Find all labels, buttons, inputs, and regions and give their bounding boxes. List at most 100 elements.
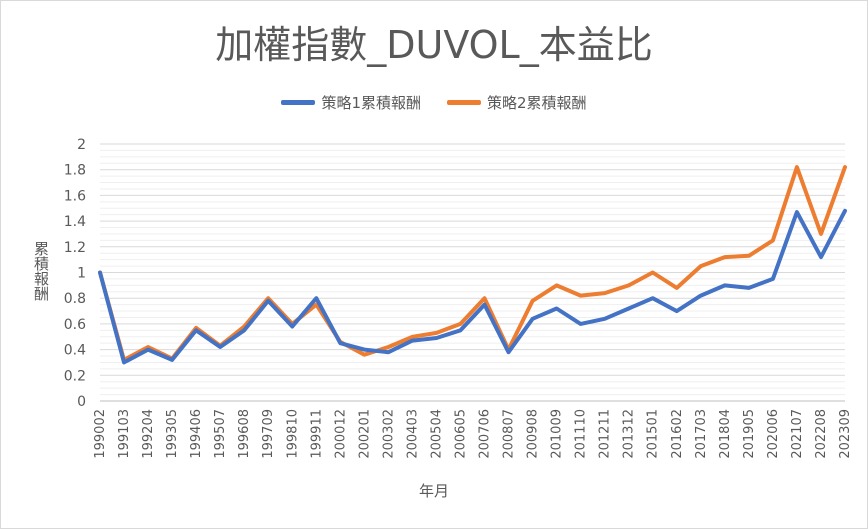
x-tick-label: 199103 bbox=[117, 409, 132, 459]
x-tick-label: 199911 bbox=[309, 409, 324, 459]
x-tick-label: 201804 bbox=[718, 409, 733, 459]
x-tick-label: 199608 bbox=[237, 409, 252, 459]
series-2-point bbox=[771, 238, 775, 242]
x-tick-label: 200201 bbox=[357, 409, 372, 459]
x-tick-label: 200605 bbox=[453, 409, 468, 459]
series-1-point bbox=[386, 350, 390, 354]
series-1-point bbox=[290, 324, 294, 328]
series-1-point bbox=[242, 328, 246, 332]
x-axis-label: 年月 bbox=[418, 482, 449, 500]
y-tick-label: 0.8 bbox=[64, 291, 86, 307]
chart-title: 加權指數_DUVOL_本益比 bbox=[215, 23, 653, 67]
x-tick-label: 199204 bbox=[141, 409, 156, 459]
series-1-point bbox=[314, 296, 318, 300]
y-tick-label: 0.4 bbox=[64, 343, 86, 359]
series-1-point bbox=[579, 322, 583, 326]
series-2-point bbox=[795, 165, 799, 169]
series-1-point bbox=[410, 339, 414, 343]
series-1-point bbox=[458, 328, 462, 332]
x-tick-label: 202208 bbox=[814, 409, 829, 459]
series-1-point bbox=[651, 296, 655, 300]
y-tick-label: 0.2 bbox=[64, 368, 86, 384]
series-line-1 bbox=[98, 208, 847, 365]
x-tick-label: 200908 bbox=[526, 409, 541, 459]
series-2-point bbox=[314, 303, 318, 307]
series-1-point bbox=[170, 358, 174, 362]
x-tick-label: 201110 bbox=[574, 409, 589, 459]
series-2-point bbox=[699, 264, 703, 268]
x-tick-label: 201703 bbox=[694, 409, 709, 459]
x-tick-label: 202107 bbox=[790, 409, 805, 459]
series-2-point bbox=[434, 331, 438, 335]
series-1-point bbox=[483, 303, 487, 307]
y-tick-label: 1.6 bbox=[64, 188, 86, 204]
x-tick-label: 201602 bbox=[670, 409, 685, 459]
x-tick-label: 200504 bbox=[429, 409, 444, 459]
series-1-point bbox=[603, 317, 607, 321]
x-tick-label: 200706 bbox=[478, 409, 493, 459]
y-tick-label: 2 bbox=[77, 137, 86, 153]
x-tick-label: 199406 bbox=[189, 409, 204, 459]
series-1-point bbox=[723, 283, 727, 287]
x-tick-label: 202309 bbox=[838, 409, 853, 459]
series-2-point bbox=[483, 296, 487, 300]
series-2-point bbox=[819, 232, 823, 236]
series-2-point bbox=[675, 286, 679, 290]
legend-item-series-2: 策略2累積報酬 bbox=[447, 92, 587, 113]
series-2-point bbox=[723, 255, 727, 259]
series-line-2 bbox=[98, 165, 847, 362]
series-1-point bbox=[819, 255, 823, 259]
y-tick-label: 1.8 bbox=[64, 163, 86, 179]
series-1-point bbox=[795, 210, 799, 214]
y-tick-label: 0 bbox=[77, 394, 86, 410]
series-2-point bbox=[747, 254, 751, 258]
series-2-point bbox=[651, 271, 655, 274]
x-tick-label: 199810 bbox=[285, 409, 300, 459]
y-tick-label: 1.2 bbox=[64, 240, 86, 256]
series-1-point bbox=[555, 306, 559, 310]
x-tick-label: 201211 bbox=[598, 409, 613, 459]
series-1-point bbox=[362, 348, 366, 352]
y-tick-label: 1.4 bbox=[64, 214, 86, 230]
x-tick-label: 201009 bbox=[550, 409, 565, 459]
y-tick-label: 1 bbox=[77, 266, 86, 282]
x-tick-label: 199002 bbox=[93, 409, 108, 459]
series-2-point bbox=[627, 283, 631, 287]
x-tick-label: 200302 bbox=[381, 409, 396, 459]
series-1-point bbox=[531, 317, 535, 321]
series-2-point bbox=[843, 165, 847, 169]
x-tick-label: 201501 bbox=[646, 409, 661, 459]
series-2-point bbox=[555, 283, 559, 287]
x-tick-label: 200012 bbox=[333, 409, 348, 459]
series-1-point bbox=[194, 328, 198, 332]
legend: 策略1累積報酬 策略2累積報酬 bbox=[0, 92, 868, 113]
series-2-point bbox=[362, 353, 366, 357]
x-tick-label: 201905 bbox=[742, 409, 757, 459]
series-2-point bbox=[458, 322, 462, 326]
y-tick-label: 0.6 bbox=[64, 317, 86, 333]
series-2-point bbox=[579, 294, 583, 298]
legend-label-series-1: 策略1累積報酬 bbox=[321, 94, 421, 112]
legend-swatch-series-1 bbox=[281, 100, 316, 105]
x-tick-label: 200403 bbox=[405, 409, 420, 459]
series-2-point bbox=[410, 335, 414, 339]
series-1-point bbox=[771, 277, 775, 281]
series-1-point bbox=[98, 271, 102, 274]
legend-label-series-2: 策略2累積報酬 bbox=[487, 94, 587, 112]
series-1-point bbox=[434, 336, 438, 340]
series-1-point bbox=[218, 345, 222, 349]
x-tick-label: 202006 bbox=[766, 409, 781, 459]
series-1-point bbox=[699, 294, 703, 298]
series-2-point bbox=[386, 345, 390, 349]
x-tick-label: 199305 bbox=[165, 409, 180, 459]
series-1-point bbox=[338, 341, 342, 345]
series-1-point bbox=[675, 309, 679, 313]
x-tick-label: 199709 bbox=[261, 409, 276, 459]
series-2-point bbox=[603, 291, 607, 295]
legend-item-series-1: 策略1累積報酬 bbox=[281, 92, 421, 113]
series-2-point bbox=[531, 299, 535, 303]
series-1-point bbox=[747, 286, 751, 290]
series-1-point bbox=[266, 299, 270, 303]
series-1-point bbox=[122, 360, 126, 364]
